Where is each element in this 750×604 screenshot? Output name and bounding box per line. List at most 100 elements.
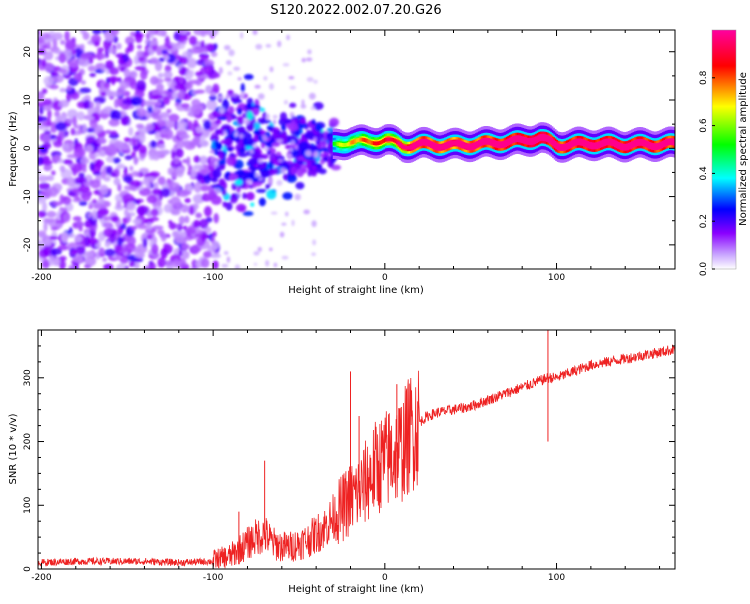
ridge-cell	[341, 143, 345, 147]
noise-blob	[203, 205, 212, 217]
y-tick-label: -10	[23, 189, 33, 204]
ridge-cell	[564, 145, 568, 149]
ridge-cell	[394, 139, 398, 144]
ridge-cell	[354, 139, 358, 143]
noise-blob	[43, 75, 55, 86]
noise-blob	[286, 34, 290, 41]
noise-blob	[66, 93, 71, 103]
ridge-cell	[522, 138, 526, 143]
ridge-cell	[502, 142, 506, 147]
ridge-cell	[541, 135, 545, 140]
ridge-cell	[654, 144, 657, 149]
ridge-cell	[613, 141, 617, 146]
noise-blob	[94, 153, 100, 158]
noise-blob	[145, 123, 154, 132]
noise-blob	[248, 138, 254, 147]
noise-blob	[297, 123, 308, 129]
noise-blob	[173, 120, 179, 131]
noise-blob	[178, 133, 191, 140]
ridge-cell	[590, 143, 594, 148]
ridge-cell	[396, 140, 399, 145]
ridge-cell	[371, 141, 375, 145]
noise-blob	[239, 133, 244, 139]
noise-blob	[254, 172, 260, 178]
ridge-cell	[524, 138, 528, 143]
figure-title: S120.2022.002.07.20.G26	[270, 3, 441, 18]
ridge-cell	[569, 142, 572, 147]
noise-blob	[258, 177, 263, 181]
noise-blob	[174, 234, 185, 244]
noise-blob	[103, 216, 113, 221]
noise-blob	[170, 209, 181, 216]
noise-blob	[142, 237, 148, 248]
noise-blob	[151, 90, 163, 96]
noise-blob	[63, 143, 69, 149]
ridge-cell	[539, 135, 543, 140]
noise-blob	[73, 177, 84, 185]
noise-blob	[55, 122, 67, 131]
noise-blob	[58, 259, 66, 269]
noise-blob	[66, 85, 72, 91]
y-tick-label: 100	[23, 496, 33, 513]
ridge-cell	[552, 141, 555, 145]
ridge-cell	[369, 140, 373, 145]
noise-blob	[90, 179, 101, 189]
noise-blob	[237, 107, 243, 115]
noise-blob	[235, 203, 247, 212]
ridge-cell	[474, 143, 478, 147]
noise-blob	[178, 77, 184, 84]
noise-blob	[192, 136, 201, 146]
noise-blob	[170, 196, 181, 208]
noise-blob	[214, 187, 222, 195]
noise-blob	[157, 257, 166, 268]
ridge-cell	[623, 145, 626, 150]
colorbar-label: Normalized spectral amplitude	[738, 72, 749, 226]
noise-blob	[103, 221, 113, 229]
noise-blob	[72, 216, 82, 222]
noise-blob	[149, 34, 154, 39]
ridge-cell	[493, 141, 497, 146]
noise-blob	[263, 76, 268, 81]
noise-blob	[226, 114, 232, 123]
noise-blob	[116, 42, 122, 50]
noise-blob	[80, 157, 90, 165]
ridge-cell	[391, 137, 395, 142]
noise-blob	[311, 220, 317, 228]
noise-blob	[122, 193, 135, 204]
noise-blob	[42, 246, 51, 257]
noise-blob	[146, 195, 158, 204]
noise-blob	[78, 184, 90, 194]
noise-blob	[135, 80, 147, 91]
ridge-cell	[655, 144, 659, 149]
noise-blob	[41, 159, 53, 166]
noise-blob	[133, 55, 140, 65]
noise-blob	[89, 72, 97, 78]
ridge-cell	[343, 143, 347, 147]
noise-blob	[110, 30, 120, 37]
ridge-cell	[584, 141, 588, 146]
noise-blob	[60, 165, 66, 173]
noise-blob	[45, 175, 55, 182]
noise-blob	[58, 52, 67, 64]
noise-blob	[228, 106, 235, 115]
noise-blob	[186, 185, 194, 192]
ridge-cell	[510, 138, 514, 143]
noise-blob	[98, 113, 111, 118]
noise-blob	[312, 102, 324, 110]
ridge-cell	[643, 141, 647, 146]
noise-blob	[258, 158, 263, 164]
noise-blob	[237, 77, 242, 81]
noise-blob	[211, 177, 219, 183]
noise-blob	[123, 166, 128, 177]
noise-blob	[178, 215, 185, 225]
ridge-cell	[460, 142, 464, 147]
noise-blob	[253, 251, 260, 256]
noise-blob	[248, 157, 258, 166]
noise-blob	[140, 69, 148, 81]
noise-blob	[199, 184, 211, 192]
noise-blob	[128, 127, 134, 137]
colorbar-tick-label: 0.2	[699, 214, 709, 228]
ridge-cell	[586, 142, 589, 147]
noise-blob	[65, 39, 77, 50]
